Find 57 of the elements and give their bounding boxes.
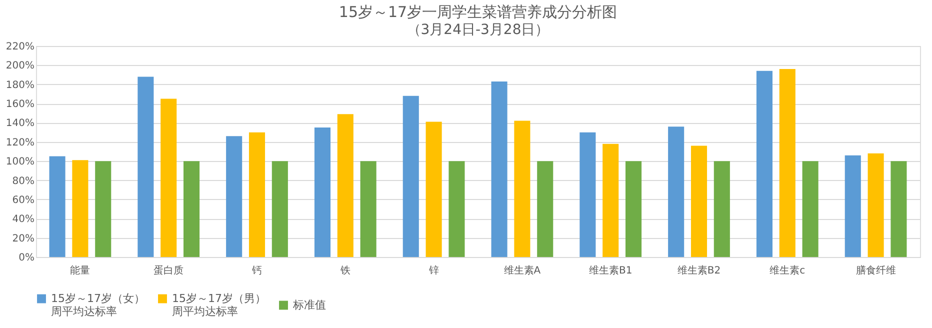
bar (668, 126, 684, 257)
bar (580, 132, 596, 257)
bar (714, 161, 730, 257)
chart-subtitle: （3月24日-3月28日） (406, 22, 550, 38)
legend-label: 15岁～17岁（男）周平均达标率 (172, 292, 266, 318)
bar (72, 160, 88, 257)
bar (337, 114, 354, 257)
bar (779, 69, 796, 257)
y-tick-label: 200% (6, 60, 34, 72)
y-tick-label: 60% (12, 194, 34, 206)
x-tick-label: 钙 (251, 266, 262, 276)
y-tick-label: 120% (6, 137, 34, 148)
bar (491, 81, 508, 257)
x-tick-label: 维生素B1 (588, 264, 632, 276)
bar (537, 161, 554, 257)
bar (890, 161, 907, 257)
legend-label: 15岁～17岁（女）周平均达标率 (51, 292, 145, 318)
bar (756, 70, 773, 257)
x-tick-label: 维生素c (770, 264, 806, 276)
y-tick-label: 100% (6, 156, 34, 168)
bar (402, 96, 419, 257)
bar (602, 144, 619, 257)
x-tick-label: 锌 (428, 264, 439, 276)
bar (448, 161, 465, 257)
bar (426, 122, 442, 257)
bar (95, 161, 112, 257)
x-tick-label: 铁 (339, 264, 350, 276)
y-tick-label: 40% (12, 214, 34, 226)
legend-label: 标准值 (292, 298, 326, 312)
bar (844, 155, 861, 257)
bar (690, 146, 708, 257)
y-tick-label: 160% (6, 99, 34, 110)
y-tick-label: 20% (12, 233, 34, 244)
bar (138, 76, 154, 257)
bar (360, 161, 376, 257)
y-tick-label: 180% (6, 80, 34, 91)
y-tick-label: 220% (6, 42, 34, 52)
y-tick-label: 140% (6, 118, 34, 130)
y-tick-label: 80% (12, 176, 34, 187)
x-tick-label: 维生素B2 (677, 264, 721, 276)
bar (226, 136, 242, 257)
bar (868, 153, 884, 257)
bar (625, 161, 642, 257)
bar (248, 132, 266, 257)
x-tick-label: 维生素A (504, 264, 541, 276)
bar (272, 161, 288, 257)
x-tick-label: 蛋白质 (154, 264, 184, 276)
chart-title: 15岁～17岁一周学生菜谱营养成分分析图 (338, 3, 618, 21)
bar (802, 161, 818, 257)
x-tick-label: 膳食纤维 (856, 264, 896, 276)
bar (514, 120, 530, 257)
bar (183, 161, 200, 257)
bar (160, 98, 177, 257)
y-tick-label: 0% (18, 252, 34, 264)
bar (314, 128, 331, 257)
x-tick-label: 能量 (70, 264, 90, 276)
bar (49, 156, 66, 257)
